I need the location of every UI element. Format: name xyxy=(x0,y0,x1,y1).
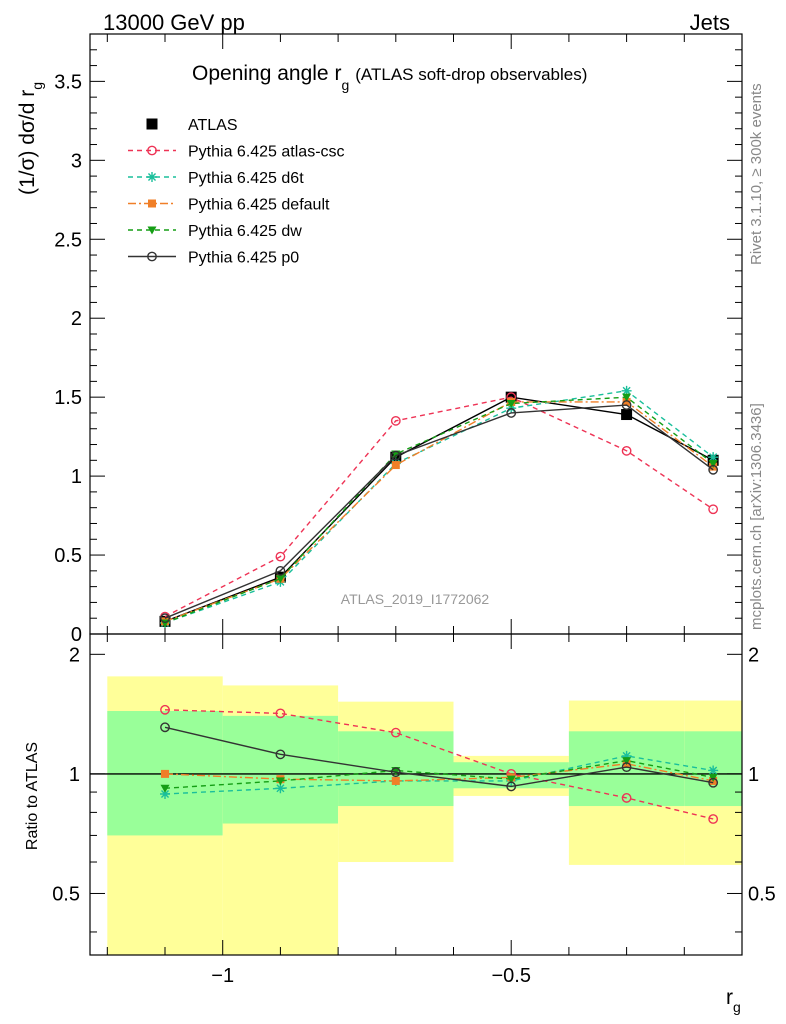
x-axis-label-sub: g xyxy=(733,999,741,1015)
mcplots-side-text: mcplots.cern.ch [arXiv:1306.3436] xyxy=(748,403,765,630)
main-series-line-5 xyxy=(164,404,714,619)
header-right: Jets xyxy=(690,10,730,35)
legend-label-3: Pythia 6.425 default xyxy=(188,197,330,214)
ratio-y-tick-label-1: 1 xyxy=(69,764,80,786)
ratio-series-3-point-4 xyxy=(622,757,632,766)
main-y-tick-label-3: 1.5 xyxy=(54,387,82,409)
legend-marker-0 xyxy=(146,118,158,130)
main-series-5-point-0 xyxy=(160,613,170,624)
main-y-tick-label-6: 3 xyxy=(71,150,82,172)
main-series-0-point-4 xyxy=(621,409,633,421)
legend-label-2: Pythia 6.425 d6t xyxy=(188,170,304,187)
ratio-y-label: Ratio to ATLAS xyxy=(24,742,41,850)
main-y-tick-label-5: 2.5 xyxy=(54,229,82,251)
main-series-2-point-5 xyxy=(708,452,719,463)
main-series-5-point-1 xyxy=(275,565,286,576)
ratio-series-0-point-4 xyxy=(621,793,632,803)
header-left: 13000 GeV pp xyxy=(103,10,245,35)
main-series-5-point-3 xyxy=(506,408,517,418)
ratio-panel: 0.5 0.5 1 1 2 2 −1 −0.5 xyxy=(52,633,776,987)
legend-label-5: Pythia 6.425 p0 xyxy=(188,250,299,267)
ratio-series-1-point-1 xyxy=(275,783,286,794)
main-series-line-1 xyxy=(164,396,714,618)
main-y-label-main: (1/σ) dσ/d r xyxy=(16,90,39,195)
main-y-tick-label-1: 0.5 xyxy=(54,545,82,567)
legend-marker-3 xyxy=(148,199,156,208)
main-y-label-sub: g xyxy=(29,82,45,90)
main-series-line-2 xyxy=(164,390,714,624)
main-y-tick-label-4: 2 xyxy=(71,308,82,330)
main-series-1-point-2 xyxy=(390,415,401,426)
ratio-series-4-point-1 xyxy=(275,749,286,760)
ratio-frame xyxy=(89,633,743,956)
ratio-series-line-1 xyxy=(164,755,714,795)
ratio-series-line-0 xyxy=(164,709,714,820)
main-title-sub: g xyxy=(341,77,349,93)
main-title: Opening angle rg (ATLAS soft-drop observa… xyxy=(192,62,587,93)
legend-label-4: Pythia 6.425 dw xyxy=(188,223,302,240)
ratio-series-4-point-3 xyxy=(506,781,517,792)
x-axis-label: rg xyxy=(726,986,741,1015)
main-panel: 0 0.5 1 1.5 2 2.5 3 3.5 xyxy=(54,33,743,646)
main-series-4-point-1 xyxy=(275,575,285,584)
legend-marker-2 xyxy=(147,172,157,182)
ratio-y-tick-label-right-2: 2 xyxy=(748,644,759,666)
ratio-series-4-point-4 xyxy=(621,762,632,773)
legend-marker-1 xyxy=(147,145,157,156)
main-series-5-point-5 xyxy=(708,464,719,475)
ratio-x-tick-label-1: −0.5 xyxy=(491,965,530,987)
x-axis-label-main: r xyxy=(726,986,733,1009)
main-title-main: Opening angle r xyxy=(192,62,341,85)
ratio-series-3-point-0 xyxy=(160,784,170,793)
ratio-series-line-3 xyxy=(164,759,714,789)
ratio-y-tick-label-2: 2 xyxy=(69,644,80,666)
ratio-series-2-point-0 xyxy=(161,769,170,778)
ratio-series-0-point-5 xyxy=(708,814,719,824)
ratio-series-4-point-5 xyxy=(708,777,719,788)
main-series-4-point-4 xyxy=(622,393,632,402)
main-y-tick-label-0: 0 xyxy=(71,624,82,646)
main-series-3-point-4 xyxy=(622,397,631,406)
ratio-series-1-point-4 xyxy=(621,750,632,761)
main-series-2-point-4 xyxy=(621,385,632,396)
ratio-series-0-point-1 xyxy=(275,708,286,719)
main-y-label: (1/σ) dσ/d rg xyxy=(16,82,45,195)
ratio-x-tick-label-0: −1 xyxy=(211,965,234,987)
main-series-1-point-5 xyxy=(708,504,719,515)
legend-label-0: ATLAS xyxy=(188,117,238,134)
ratio-y-tick-label-right-0: 0.5 xyxy=(748,883,776,905)
ratio-series-1-point-5 xyxy=(708,765,719,776)
ratio-series-line-4 xyxy=(164,726,714,788)
main-series-5-point-2 xyxy=(390,450,401,461)
analysis-id: ATLAS_2019_I1772062 xyxy=(341,591,490,607)
legend: ATLAS Pythia 6.425 atlas-csc Pythia 6.425 … xyxy=(128,117,345,267)
main-series-1-point-4 xyxy=(621,445,632,456)
main-y-tick-label-7: 3.5 xyxy=(54,71,82,93)
main-series-3-point-2 xyxy=(391,461,400,470)
ratio-series-4-point-2 xyxy=(390,767,401,778)
legend-label-1: Pythia 6.425 atlas-csc xyxy=(188,144,345,161)
ratio-series-3-point-1 xyxy=(275,777,285,786)
ratio-series-3-point-3 xyxy=(506,775,516,784)
ratio-y-tick-label-0: 0.5 xyxy=(52,883,80,905)
rivet-side-text: Rivet 3.1.10, ≥ 300k events xyxy=(748,83,765,265)
legend-marker-4 xyxy=(147,226,157,235)
ratio-series-0-point-2 xyxy=(390,727,401,738)
main-series-line-0 xyxy=(164,396,714,623)
main-series-4-point-3 xyxy=(506,399,516,408)
ratio-series-4-point-0 xyxy=(160,722,170,733)
main-title-rest: (ATLAS soft-drop observables) xyxy=(355,65,587,84)
main-series-5-point-4 xyxy=(621,400,632,410)
ratio-series-2-point-2 xyxy=(391,776,400,785)
main-series-1-point-1 xyxy=(275,551,286,562)
ratio-series-0-point-0 xyxy=(160,704,170,715)
main-series-line-4 xyxy=(164,396,714,624)
main-series-4-point-5 xyxy=(708,459,718,468)
legend-marker-5 xyxy=(147,251,157,262)
main-y-tick-label-2: 1 xyxy=(71,466,82,488)
ratio-series-1-point-0 xyxy=(160,788,171,799)
ratio-band-green-1 xyxy=(222,715,339,824)
ratio-y-tick-label-right-1: 1 xyxy=(748,764,759,786)
